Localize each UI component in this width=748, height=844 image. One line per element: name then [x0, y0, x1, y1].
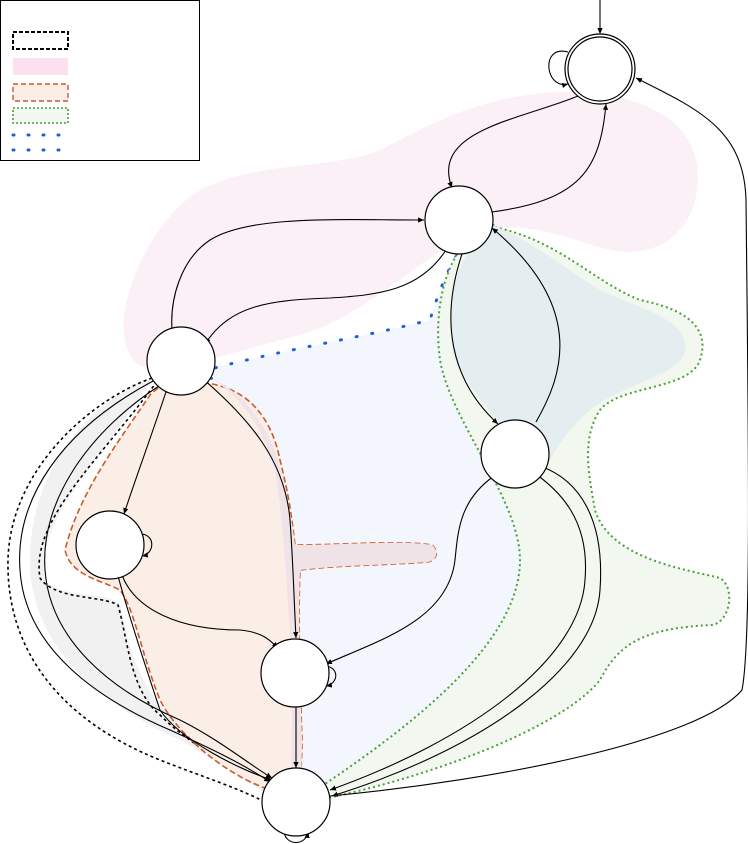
edge-n2-n1 [171, 217, 425, 331]
edge-n4-self [141, 533, 153, 558]
edge-n2-n6-inner [44, 383, 273, 779]
edge-n0-self [548, 50, 569, 89]
legend-frame [0, 0, 200, 161]
edge-n6-n0 [329, 77, 748, 797]
edge-n4-n6 [117, 575, 273, 781]
edge-n3-n6-inner [329, 469, 587, 791]
orange-region [64, 380, 438, 793]
node-n5[interactable] [260, 638, 330, 708]
edge-n3-n1 [491, 227, 561, 423]
teal-overlap [450, 225, 686, 470]
legend-swatch-orange [12, 83, 69, 102]
edge-n1-n2 [204, 249, 447, 345]
legend [0, 0, 200, 161]
legend-swatch-green [12, 107, 69, 124]
nodes [75, 33, 636, 837]
edge-n2-n5 [201, 377, 299, 639]
node-n2[interactable] [146, 326, 216, 396]
legend-swatch-blue [11, 133, 70, 152]
edge-n1-n3 [450, 253, 499, 425]
edge-n0-n1 [447, 95, 579, 189]
regions [7, 91, 731, 807]
node-n3[interactable] [480, 419, 550, 489]
edge-n6-self [283, 831, 310, 844]
node-n1[interactable] [424, 185, 494, 255]
edges [19, 0, 748, 844]
legend-swatch-pink [13, 58, 68, 75]
edge-n2-n6-outer [19, 379, 271, 783]
edge-n4-n5 [121, 574, 279, 649]
edge-n3-n5 [325, 475, 495, 665]
pink-region [123, 91, 699, 369]
edge-n1-n0 [491, 103, 609, 213]
node-n6[interactable] [261, 767, 331, 837]
edge-n2-n4 [123, 385, 169, 515]
legend-swatch-dashed-black [12, 31, 69, 50]
edge-n3-n6-outer [331, 465, 602, 797]
node-n0[interactable] [564, 33, 636, 105]
gray-region [30, 378, 268, 795]
node-n4[interactable] [75, 510, 145, 580]
